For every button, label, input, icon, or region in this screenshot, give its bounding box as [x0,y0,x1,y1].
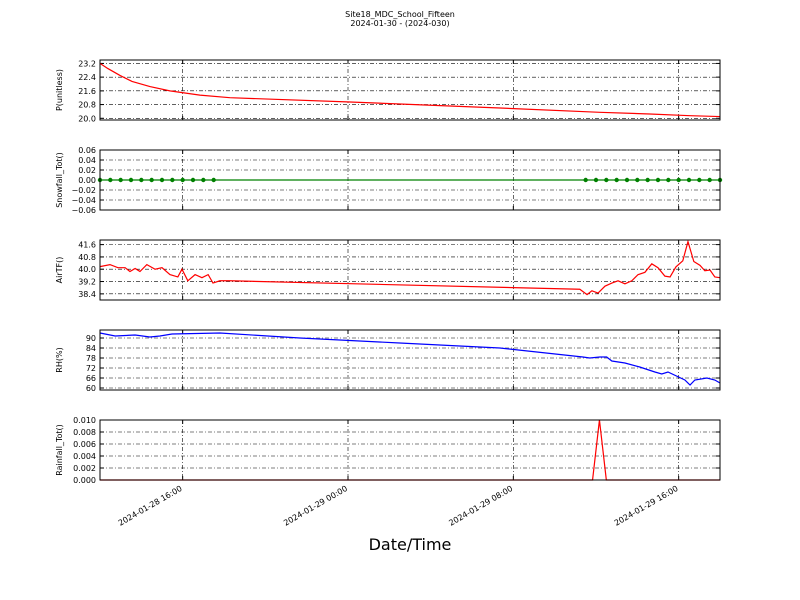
plot-frame [99,239,721,301]
y-tick-label: 84 [86,344,96,353]
y-tick-label: 0.000 [73,476,96,485]
y-tick-label: 20.8 [78,101,96,110]
data-point [686,177,692,183]
plot-frame [99,59,721,121]
data-point [593,177,599,183]
data-point [655,177,661,183]
y-axis-label: AirTF() [55,257,64,284]
y-tick-label: 90 [86,334,96,343]
data-point [635,177,640,183]
plot-frame [99,329,721,391]
y-tick-label: 66 [86,374,96,383]
data-point [128,177,134,183]
y-axis-label: RH(%) [55,347,64,372]
data-point [211,177,216,183]
plot-frame [99,149,721,211]
x-axis-label: Date/Time [369,535,452,554]
data-point [159,177,165,183]
data-point [624,177,630,183]
y-tick-label: 0.006 [73,440,96,449]
data-point [604,177,609,183]
data-point [583,177,588,183]
y-tick-label: 0.002 [73,464,96,473]
y-tick-label: −0.06 [71,206,96,215]
plot-area [100,240,720,300]
y-tick-label: 0.00 [78,176,96,185]
data-point [201,177,206,183]
y-tick-label: 0.008 [73,428,96,437]
chart-title: Site18_MDC_School_Fifteen [345,10,455,19]
y-tick-label: 60 [86,384,96,393]
data-point [707,177,712,183]
y-tick-label: 22.4 [78,73,96,82]
plot-area [100,60,720,120]
data-point [118,177,123,183]
y-tick-label: 0.004 [73,452,96,461]
y-tick-label: 20.0 [78,114,96,123]
data-point [170,177,175,183]
y-axis-label: P(unitless) [55,69,64,111]
data-point [149,177,154,183]
data-point [180,177,185,183]
y-tick-label: 38.4 [78,290,96,299]
data-point [697,177,702,183]
y-tick-label: 0.06 [78,146,96,155]
y-tick-label: −0.02 [71,186,96,195]
data-point [676,177,681,183]
y-tick-label: 21.6 [78,87,96,96]
data-point [614,177,619,183]
y-axis-label: Snowfall_Tot() [55,152,64,208]
data-point [108,177,113,183]
data-line [99,239,721,296]
y-tick-label: 0.02 [78,166,96,175]
plot-area [100,330,720,390]
y-tick-label: 0.04 [78,156,96,165]
data-point [666,177,671,183]
y-tick-label: 41.6 [78,241,96,250]
plot-frame [99,419,721,481]
data-line [99,332,721,386]
y-tick-label: −0.04 [71,196,96,205]
plot-area [100,420,720,480]
y-tick-label: 39.2 [78,278,96,287]
data-point [645,177,650,183]
y-tick-label: 40.0 [78,265,96,274]
y-tick-label: 23.2 [78,59,96,68]
data-point [139,177,144,183]
chart-subtitle: 2024-01-30 - (2024-030) [350,19,449,28]
y-tick-label: 72 [86,364,96,373]
data-point [190,177,196,183]
y-tick-label: 40.8 [78,253,96,262]
y-axis-label: Rainfall_Tot() [55,424,64,476]
data-line [99,62,721,118]
y-tick-label: 0.010 [73,416,96,425]
y-tick-label: 78 [86,354,96,363]
